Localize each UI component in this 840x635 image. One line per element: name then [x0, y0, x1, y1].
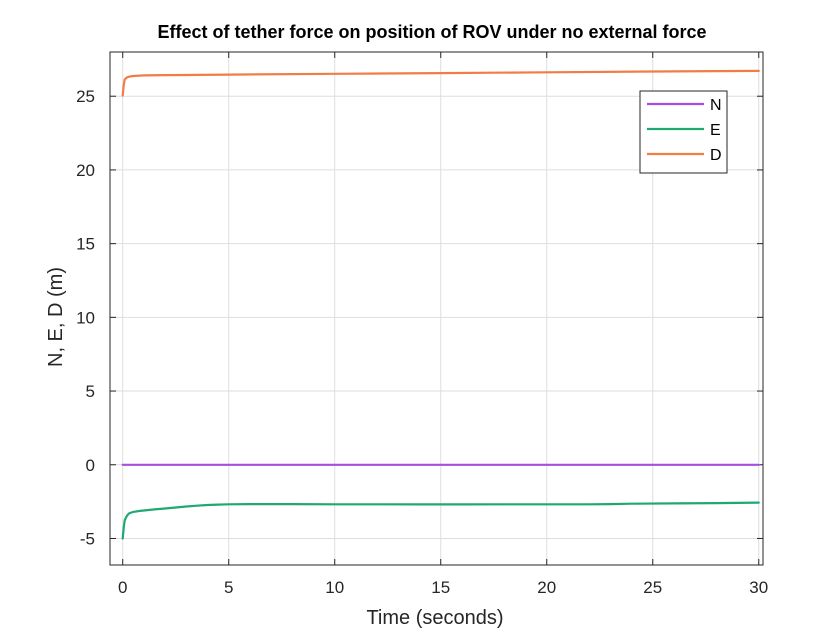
y-tick-label: 5 [86, 382, 95, 401]
y-axis-label: N, E, D (m) [45, 267, 67, 367]
legend-label: D [710, 147, 722, 164]
x-tick-label: 0 [118, 578, 127, 597]
y-tick-label: 25 [76, 87, 95, 106]
y-tick-label: 10 [76, 308, 95, 327]
x-tick-label: 10 [325, 578, 344, 597]
chart-title: Effect of tether force on position of RO… [157, 22, 706, 42]
series-lines [121, 69, 760, 540]
y-tick-label: 15 [76, 235, 95, 254]
y-tick-label: 20 [76, 161, 95, 180]
x-tick-label: 15 [431, 578, 450, 597]
legend-label: E [710, 122, 721, 139]
x-tick-label: 25 [643, 578, 662, 597]
x-tick-label: 30 [749, 578, 768, 597]
y-tick-label: -5 [80, 529, 95, 548]
series-line-d [121, 69, 760, 97]
legend-label: N [710, 97, 722, 114]
y-tick-label: 0 [86, 456, 95, 475]
x-axis-label: Time (seconds) [366, 607, 503, 629]
series-line-e [121, 501, 760, 540]
axis-ticks: 0 5 10 15 20 25 30 -5 0 5 10 15 20 25 [76, 52, 768, 597]
x-tick-label: 20 [537, 578, 556, 597]
x-tick-label: 5 [224, 578, 233, 597]
legend: NED [639, 90, 728, 174]
plot-area-frame [109, 51, 764, 566]
